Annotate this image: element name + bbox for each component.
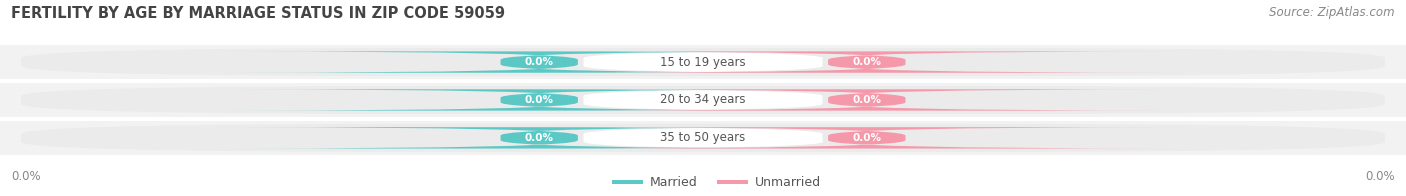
- FancyBboxPatch shape: [554, 51, 1180, 73]
- FancyBboxPatch shape: [541, 89, 865, 111]
- Text: 0.0%: 0.0%: [1365, 170, 1395, 183]
- FancyBboxPatch shape: [21, 48, 1385, 76]
- Text: 0.0%: 0.0%: [524, 133, 554, 143]
- FancyBboxPatch shape: [554, 127, 1180, 149]
- FancyBboxPatch shape: [21, 86, 1385, 114]
- Text: 35 to 50 years: 35 to 50 years: [661, 131, 745, 144]
- Text: 0.0%: 0.0%: [11, 170, 41, 183]
- FancyBboxPatch shape: [541, 51, 865, 73]
- Text: 15 to 19 years: 15 to 19 years: [661, 56, 745, 69]
- Text: 0.0%: 0.0%: [852, 57, 882, 67]
- Text: 0.0%: 0.0%: [852, 133, 882, 143]
- FancyBboxPatch shape: [226, 89, 852, 111]
- Text: 0.0%: 0.0%: [524, 95, 554, 105]
- FancyBboxPatch shape: [226, 127, 852, 149]
- Text: Married: Married: [650, 176, 697, 189]
- Text: 0.0%: 0.0%: [524, 57, 554, 67]
- Text: FERTILITY BY AGE BY MARRIAGE STATUS IN ZIP CODE 59059: FERTILITY BY AGE BY MARRIAGE STATUS IN Z…: [11, 6, 505, 21]
- Text: Unmarried: Unmarried: [755, 176, 821, 189]
- Text: Source: ZipAtlas.com: Source: ZipAtlas.com: [1270, 6, 1395, 19]
- FancyBboxPatch shape: [554, 89, 1180, 111]
- FancyBboxPatch shape: [541, 127, 865, 149]
- Text: 20 to 34 years: 20 to 34 years: [661, 93, 745, 106]
- FancyBboxPatch shape: [21, 124, 1385, 152]
- Text: 0.0%: 0.0%: [852, 95, 882, 105]
- FancyBboxPatch shape: [226, 51, 852, 73]
